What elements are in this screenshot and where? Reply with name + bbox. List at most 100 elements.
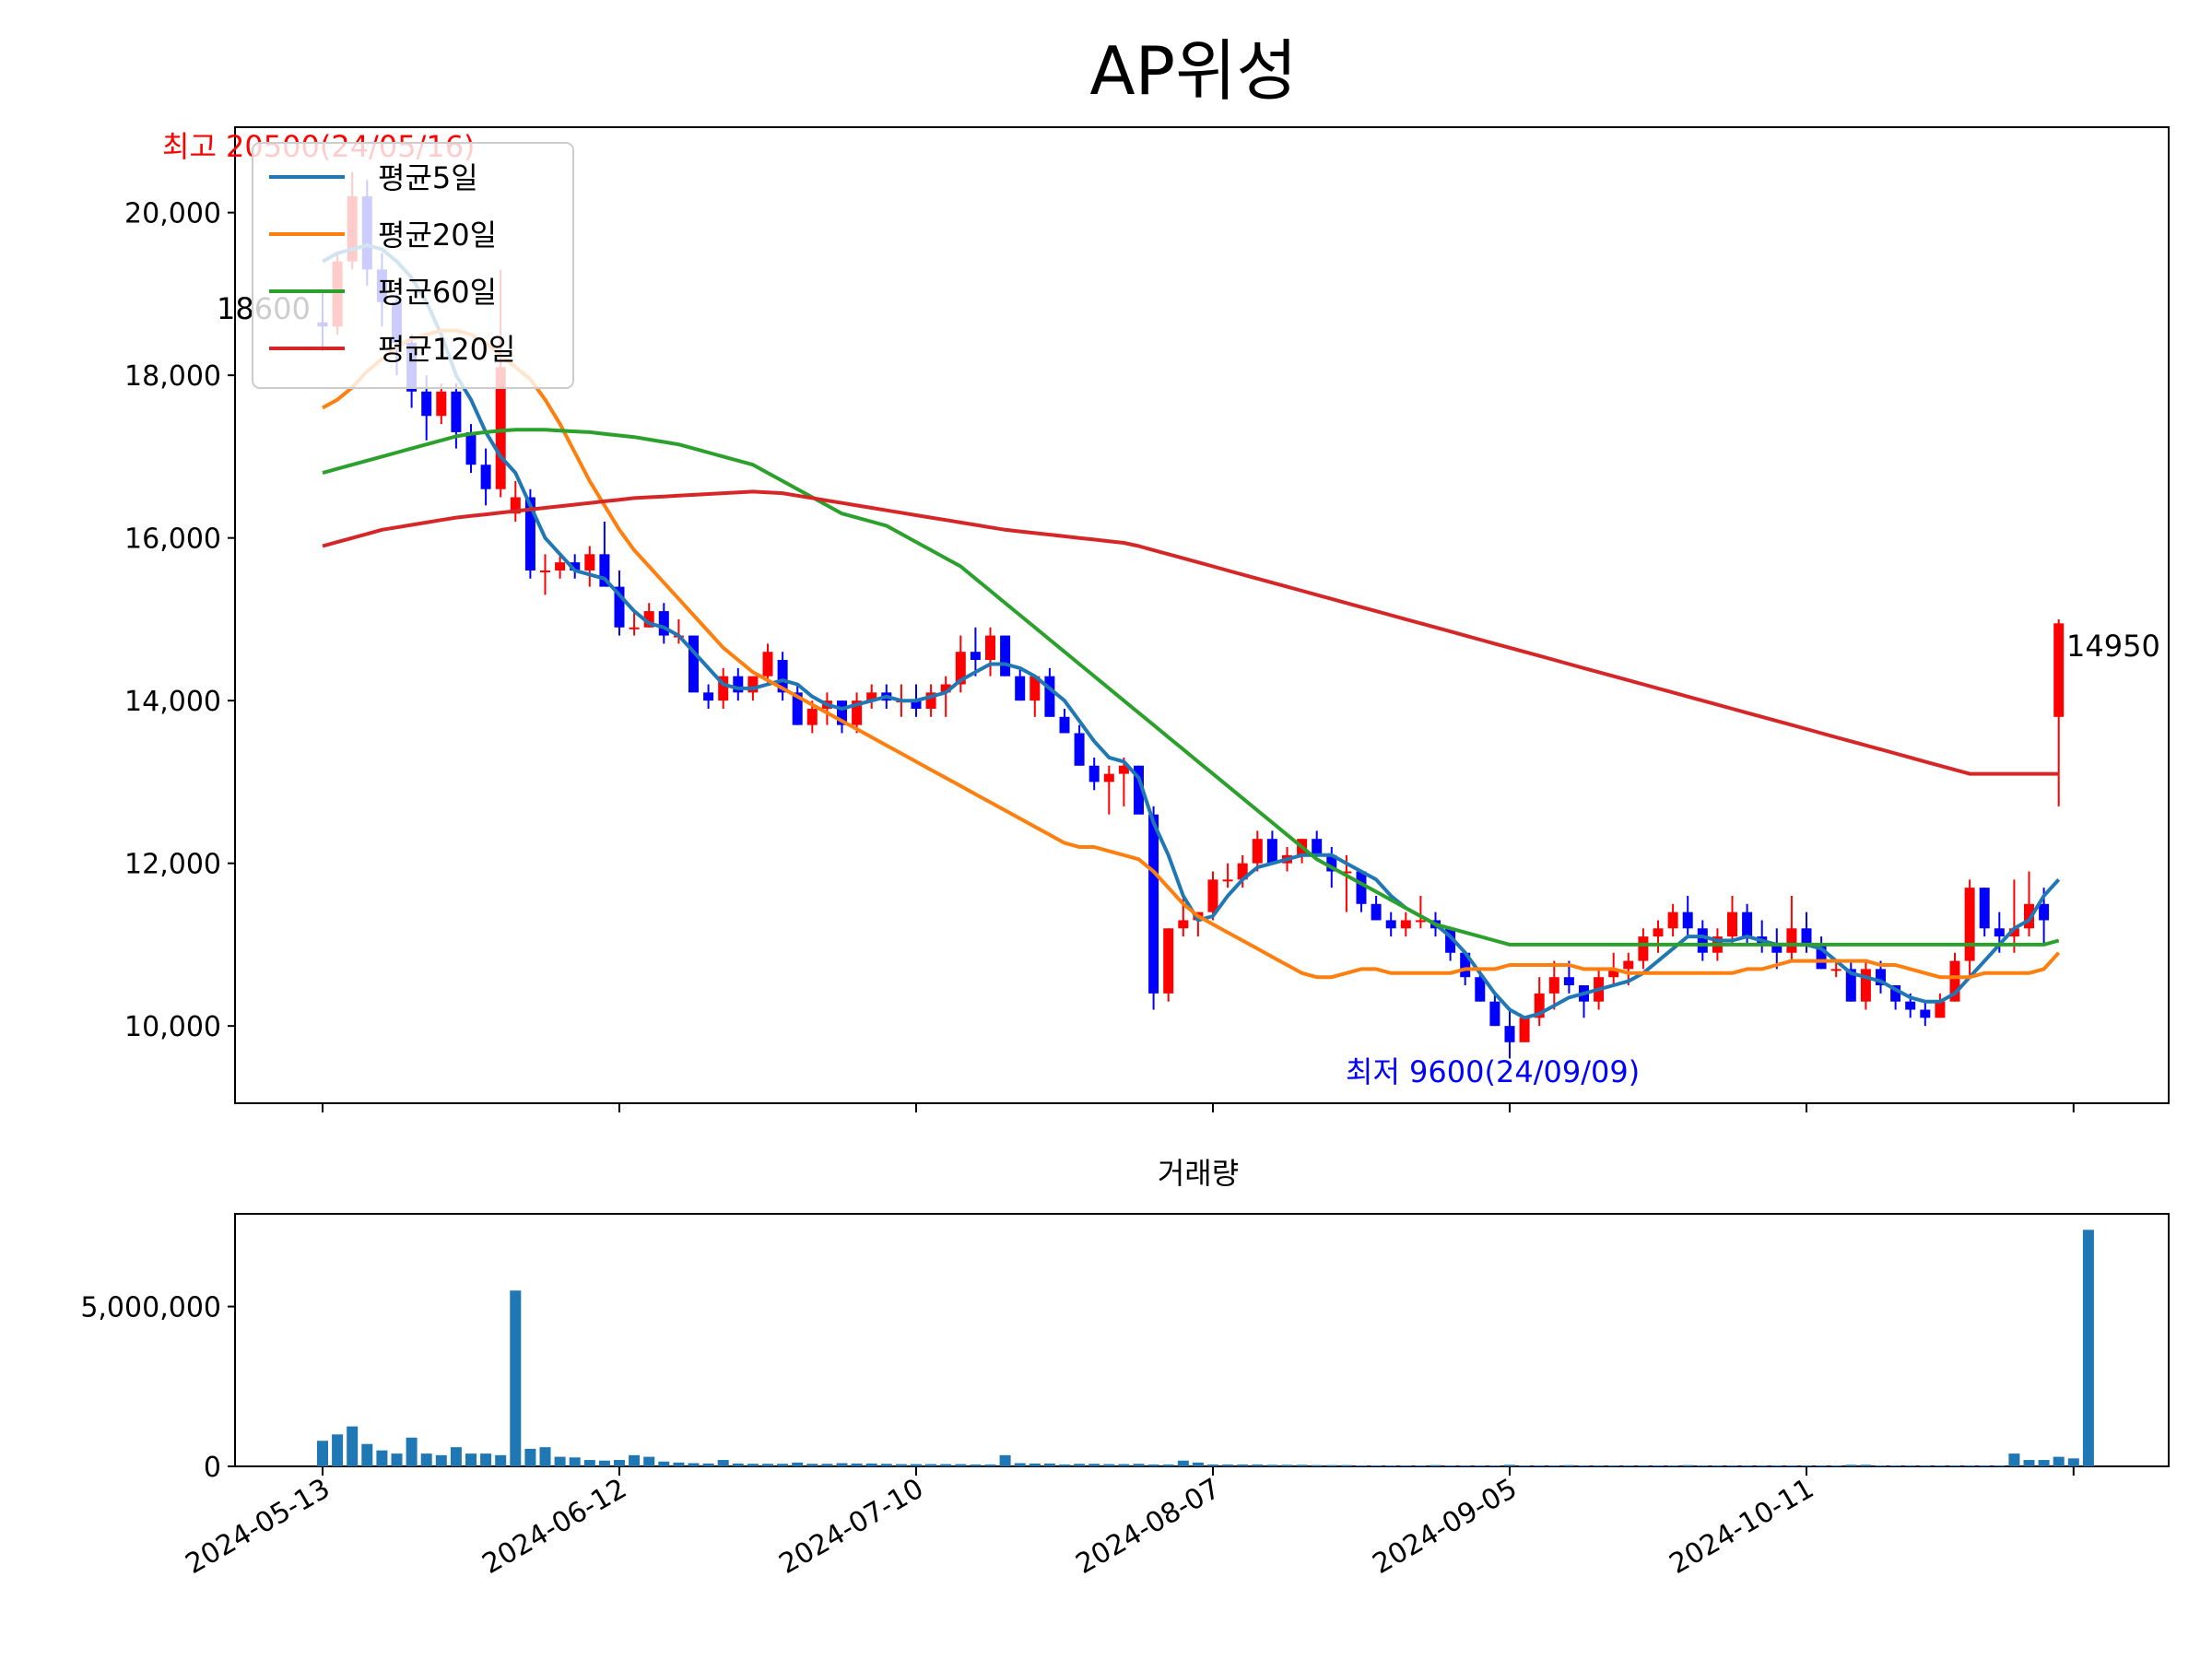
volume-bar (702, 1463, 714, 1466)
candle-body (1163, 928, 1174, 994)
candle-body (1845, 969, 1856, 1002)
volume-bar (2023, 1460, 2035, 1466)
candle-body (1994, 928, 2005, 937)
volume-bar (1043, 1463, 1055, 1466)
candle-body (1771, 944, 1783, 953)
candle-body (1935, 1001, 1946, 1018)
candle (1697, 920, 1708, 961)
candle (852, 692, 863, 734)
volume-bar (376, 1450, 388, 1466)
volume-bar (1400, 1465, 1412, 1466)
volume-bar (1682, 1465, 1694, 1466)
volume-bar (1771, 1465, 1783, 1466)
candle-body (540, 570, 550, 572)
candle-body (599, 554, 610, 587)
volume-bar (614, 1460, 625, 1466)
candle (1118, 757, 1129, 806)
candle-body (1608, 969, 1619, 978)
candle (1088, 757, 1100, 791)
candle-body (1207, 879, 1218, 912)
candle-body (1252, 839, 1263, 864)
candle-body (1786, 928, 1797, 953)
volume-bar (1133, 1464, 1145, 1466)
volume-bar (598, 1460, 610, 1466)
candle-body (806, 708, 818, 725)
candle (1252, 830, 1263, 872)
volume-bar (658, 1461, 670, 1466)
candle (555, 554, 566, 579)
candle-body (852, 700, 863, 725)
volume-bar (1029, 1463, 1041, 1466)
candle (1935, 993, 1946, 1018)
volume-bar (510, 1290, 522, 1466)
volume-bar (821, 1464, 833, 1466)
candle (480, 448, 491, 506)
volume-bar (1593, 1465, 1605, 1466)
volume-bar (2082, 1230, 2094, 1466)
volume-bar (629, 1454, 641, 1466)
candle (1845, 960, 1856, 1002)
candle-body (421, 391, 432, 417)
volume-bar (1712, 1465, 1724, 1466)
candle-body (1460, 952, 1471, 978)
volume-bar (391, 1453, 403, 1466)
candle (1015, 667, 1026, 701)
candle-body (1548, 977, 1559, 994)
candle (837, 700, 847, 734)
candle (1207, 871, 1218, 921)
candle (510, 480, 521, 523)
candle (762, 643, 773, 685)
candle-body (1504, 1026, 1515, 1042)
volume-bar (539, 1447, 551, 1466)
candle-body (1326, 854, 1337, 872)
candle-body (1015, 676, 1026, 701)
volume-bar (1622, 1465, 1634, 1466)
volume-bar (1534, 1465, 1546, 1466)
candle (1504, 1009, 1515, 1059)
volume-bar (569, 1457, 581, 1466)
candle-body (940, 684, 951, 693)
volume-bar (347, 1426, 359, 1466)
volume-bar (1074, 1464, 1086, 1466)
volume-bar (1147, 1464, 1159, 1466)
legend-label-ma60: 평균60일 (378, 275, 497, 310)
candle (658, 603, 669, 644)
ma120-line (322, 489, 2059, 776)
candle-body (1623, 960, 1634, 970)
candle-body (643, 611, 654, 628)
candle-body (1312, 839, 1323, 855)
volume-bar (925, 1464, 937, 1466)
price-y-tick-label: 20,000 (124, 198, 221, 230)
candle (703, 684, 714, 709)
volume-bar (806, 1464, 818, 1466)
volume-bar (1281, 1465, 1293, 1466)
candle (570, 554, 581, 579)
volume-bar (1904, 1465, 1916, 1466)
candle-body (1400, 920, 1411, 929)
volume-bar (1504, 1465, 1515, 1466)
volume-bar (1563, 1465, 1575, 1466)
candle-body (1697, 928, 1708, 953)
candle-body (837, 700, 847, 725)
candle-body (1949, 960, 1960, 1002)
volume-bar (880, 1464, 892, 1466)
candle (1682, 895, 1693, 937)
low-annotation: 최저 9600(24/09/09) (1346, 1054, 1640, 1089)
volume-bar (1014, 1463, 1026, 1466)
candle-body (1830, 969, 1841, 971)
price-y-axis: 10,000 12,000 14,000 16,000 18,000 20,000 (124, 198, 235, 1043)
volume-bar (317, 1441, 328, 1466)
price-x-axis-ticks (322, 1103, 2075, 1112)
candle (866, 684, 877, 709)
volume-bar (465, 1453, 477, 1466)
candle-body (1445, 928, 1456, 953)
volume-bar (1949, 1465, 1960, 1466)
candle (599, 522, 610, 587)
volume-bar (1889, 1465, 1901, 1466)
candle-body (1727, 912, 1737, 937)
candle (1830, 960, 1841, 978)
candle-body (1876, 969, 1886, 986)
candle-body (1534, 993, 1545, 1018)
volume-bar (1994, 1465, 2006, 1466)
